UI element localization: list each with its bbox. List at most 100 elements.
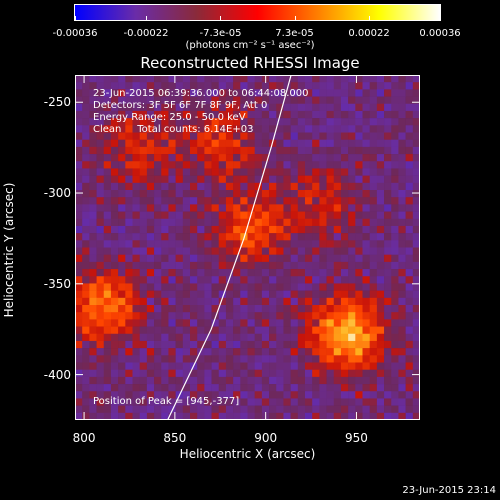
heatmap-cell: [240, 283, 248, 291]
heatmap-cell: [161, 125, 169, 133]
heatmap-cell: [247, 125, 255, 133]
heatmap-cell: [211, 398, 220, 406]
heatmap-cell: [82, 290, 90, 299]
heatmap-cell: [276, 369, 284, 378]
heatmap-cell: [125, 312, 133, 320]
heatmap-cell: [146, 211, 155, 220]
heatmap-cell: [96, 362, 105, 370]
heatmap-cell: [305, 96, 313, 105]
heatmap-cell: [225, 333, 234, 342]
heatmap-cell: [348, 384, 356, 392]
heatmap-cell: [233, 333, 241, 342]
heatmap-cell: [89, 369, 97, 378]
heatmap-cell: [348, 132, 356, 140]
heatmap-cell: [233, 218, 241, 227]
heatmap-cell: [319, 225, 327, 234]
heatmap-cell: [247, 326, 255, 335]
heatmap-cell: [146, 405, 155, 414]
heatmap-cell: [225, 269, 234, 277]
heatmap-cell: [384, 96, 392, 105]
heatmap-cell: [182, 161, 191, 169]
heatmap-cell: [391, 125, 399, 133]
heatmap-cell: [333, 233, 342, 241]
heatmap-cell: [75, 398, 83, 406]
heatmap-cell: [326, 391, 335, 399]
heatmap-cell: [405, 240, 414, 248]
heatmap-cell: [405, 139, 414, 148]
heatmap-cell: [103, 261, 112, 270]
heatmap-cell: [96, 312, 105, 320]
heatmap-cell: [355, 333, 363, 342]
heatmap-cell: [197, 75, 205, 83]
heatmap-cell: [125, 146, 133, 155]
heatmap-cell: [132, 305, 140, 313]
heatmap-cell: [261, 204, 270, 212]
heatmap-cell: [211, 261, 220, 270]
heatmap-cell: [211, 355, 220, 363]
heatmap-cell: [398, 125, 406, 133]
heatmap-cell: [233, 161, 241, 169]
heatmap-cell: [233, 405, 241, 414]
heatmap-cell: [333, 110, 342, 119]
heatmap-cell: [190, 168, 198, 176]
heatmap-cell: [254, 369, 263, 378]
heatmap-cell: [110, 348, 119, 356]
heatmap-cell: [319, 355, 327, 363]
heatmap-cell: [96, 369, 105, 378]
heatmap-cell: [290, 225, 299, 234]
heatmap-cell: [89, 168, 97, 176]
heatmap-cell: [290, 168, 299, 176]
heatmap-cell: [362, 204, 370, 212]
heatmap-cell: [89, 110, 97, 119]
heatmap-cell: [333, 276, 342, 284]
heatmap-cell: [340, 197, 349, 205]
heatmap-cell: [261, 168, 270, 176]
heatmap-cell: [118, 218, 126, 227]
heatmap-cell: [96, 125, 105, 133]
heatmap-cell: [182, 326, 191, 335]
heatmap-cell: [82, 283, 90, 291]
chart-title: Reconstructed RHESSI Image: [140, 54, 360, 72]
heatmap-cell: [96, 348, 105, 356]
heatmap-cell: [154, 297, 162, 306]
colorbar-tick-mark: [220, 16, 222, 20]
heatmap-cell: [247, 154, 255, 162]
heatmap-cell: [276, 132, 284, 140]
heatmap-cell: [96, 204, 105, 212]
heatmap-cell: [103, 240, 112, 248]
heatmap-cell: [261, 175, 270, 184]
heatmap-cell: [125, 405, 133, 414]
heatmap-cell: [369, 182, 378, 191]
heatmap-cell: [175, 247, 184, 255]
heatmap-cell: [290, 405, 299, 414]
heatmap-cell: [161, 204, 169, 212]
heatmap-cell: [82, 82, 90, 90]
heatmap-cell: [233, 211, 241, 220]
heatmap-cell: [412, 75, 420, 83]
heatmap-cell: [204, 204, 212, 212]
heatmap-cell: [75, 211, 83, 220]
heatmap-cell: [132, 75, 140, 83]
heatmap-cell: [190, 340, 198, 349]
heatmap-cell: [398, 305, 406, 313]
heatmap-cell: [319, 398, 327, 406]
heatmap-cell: [376, 225, 385, 234]
heatmap-cell: [362, 75, 370, 83]
heatmap-cell: [161, 405, 169, 414]
heatmap-cell: [204, 197, 212, 205]
heatmap-cell: [355, 247, 363, 255]
heatmap-cell: [118, 154, 126, 162]
heatmap-cell: [283, 240, 291, 248]
heatmap-cell: [161, 312, 169, 320]
heatmap-cell: [82, 319, 90, 327]
heatmap-cell: [168, 96, 176, 105]
heatmap-cell: [283, 376, 291, 385]
heatmap-cell: [110, 204, 119, 212]
heatmap-cell: [118, 348, 126, 356]
heatmap-cell: [283, 340, 291, 349]
heatmap-cell: [89, 269, 97, 277]
heatmap-cell: [391, 204, 399, 212]
heatmap-cell: [218, 312, 227, 320]
heatmap-cell: [398, 276, 406, 284]
heatmap-cell: [297, 254, 306, 263]
